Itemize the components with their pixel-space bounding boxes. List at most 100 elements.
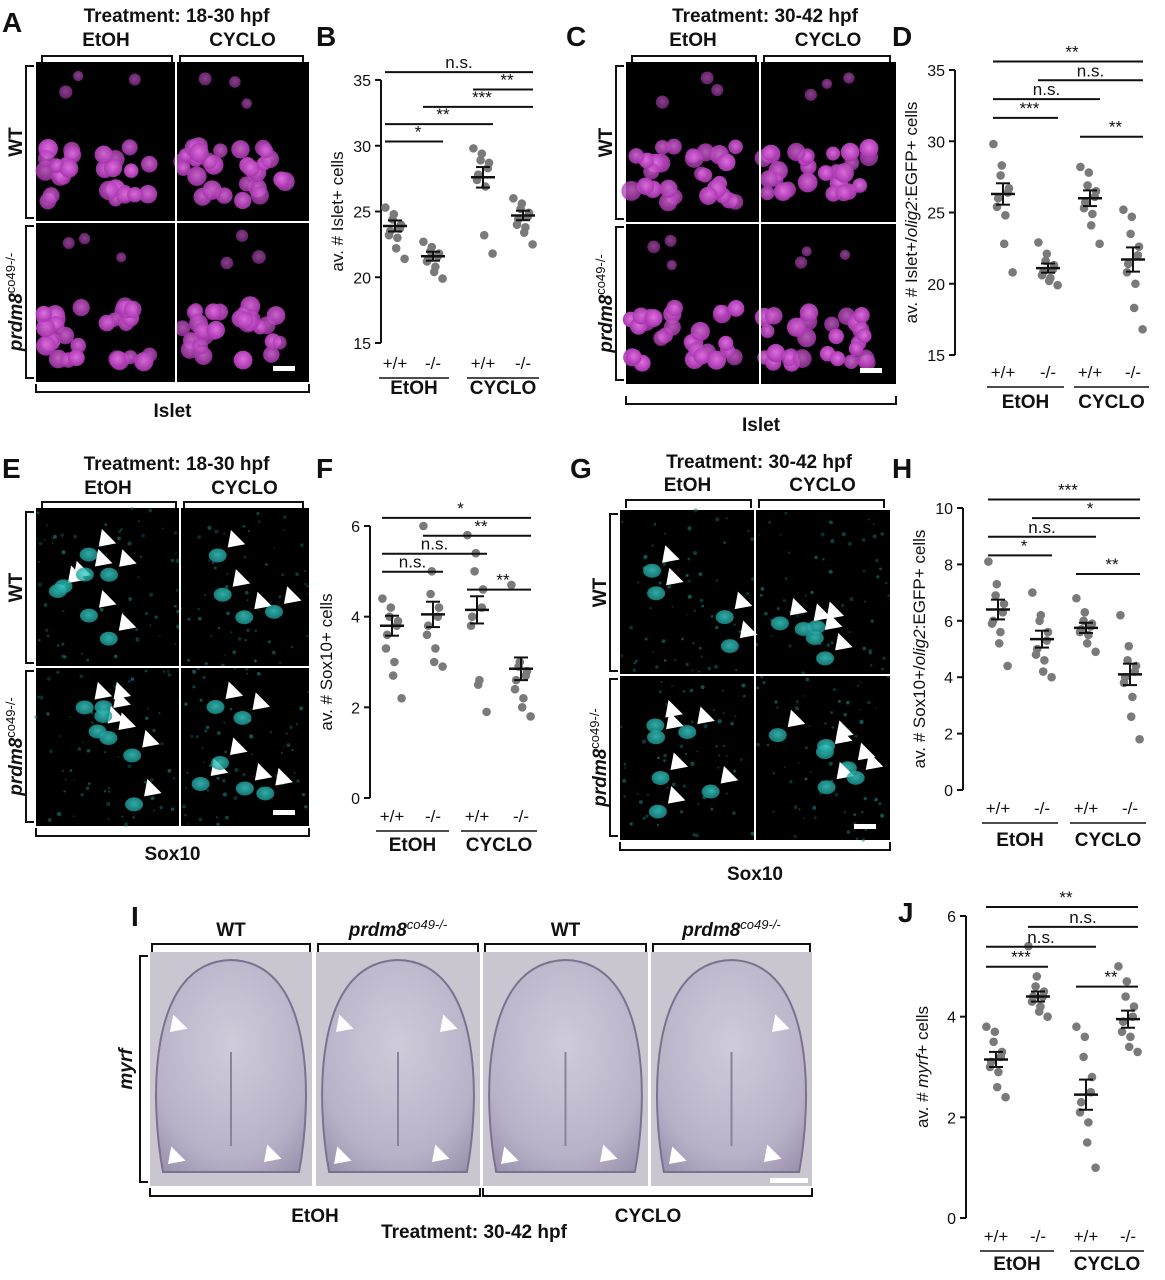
data-point [438,662,447,671]
background-speckle [197,607,200,611]
data-point [994,1067,1003,1077]
data-point [1038,667,1048,676]
data-point [1040,655,1049,665]
arrowhead-icon [336,1014,354,1032]
background-speckle [120,528,123,531]
background-speckle [741,683,746,688]
panel-letter-e: E [2,453,21,484]
background-speckle [830,641,834,645]
row-bracket [25,511,34,664]
background-speckle [847,541,852,546]
background-speckle [723,541,726,544]
data-point [1119,205,1128,214]
y-tick-label: 15 [927,348,945,365]
significance-label: ** [474,517,488,536]
background-speckle [845,700,850,705]
panel-letter-j: J [898,897,914,928]
group-bracket [149,1188,481,1197]
arrowhead-icon [144,778,162,797]
background-speckle [47,817,52,823]
data-point [476,155,485,165]
background-speckle [653,522,657,526]
background-speckle [855,837,859,840]
background-speckle [56,670,60,674]
background-speckle [793,805,798,810]
background-speckle [271,650,276,655]
islet-cell [94,145,113,164]
column-label-cyclo: CYCLO [795,30,862,51]
background-speckle [828,520,832,524]
islet-cell [760,324,775,339]
background-speckle [139,555,143,559]
islet-cell [202,180,222,200]
background-speckle [107,787,111,790]
background-speckle [698,646,702,650]
islet-cell [759,170,778,189]
sox10-cell [770,616,789,631]
background-speckle [715,517,720,522]
background-speckle [699,598,704,603]
background-speckle [621,521,624,523]
x-tick-label: +/+ [991,363,1016,382]
sox10-cell [99,631,118,646]
data-point [482,707,491,717]
data-point [517,703,527,712]
data-point [1126,229,1135,239]
significance-label: * [1087,499,1094,518]
arrowhead-icon [334,1146,352,1164]
sox10-cell [768,728,787,743]
islet-cell [78,233,91,245]
background-speckle [756,743,760,747]
stain-label: Islet [153,401,192,422]
column-bracket [183,501,304,510]
background-speckle [869,652,872,655]
background-speckle [145,611,149,615]
background-speckle [127,764,132,769]
group-label-cyclo: CYCLO [1074,1254,1141,1275]
column-bracket [625,499,752,508]
row-bracket [609,678,618,837]
data-point [1076,1097,1086,1107]
background-speckle [222,792,227,797]
background-speckle [197,535,201,540]
column-label-etoh: EtOH [84,478,132,499]
background-speckle [789,780,793,784]
background-speckle [301,792,306,797]
background-speckle [117,756,120,758]
stain-label: Sox10 [145,844,201,865]
data-point [381,203,390,212]
background-speckle [248,734,254,739]
islet-cell [711,83,724,97]
column-label-cyclo: CYCLO [789,475,856,496]
background-speckle [108,790,111,793]
background-speckle [202,675,206,680]
data-point [429,657,439,667]
x-tick-label: -/- [425,807,441,826]
background-speckle [214,529,219,534]
background-speckle [63,790,66,793]
background-speckle [623,795,626,798]
arrowhead-icon [501,1146,519,1164]
background-speckle [44,628,49,633]
background-speckle [62,609,65,613]
background-speckle [652,651,654,654]
background-speckle [663,658,667,662]
background-speckle [173,531,178,535]
arrowhead-icon [98,529,117,547]
background-speckle [691,642,695,645]
islet-cell [621,180,642,201]
background-speckle [732,811,736,815]
arrowhead-icon [697,706,715,725]
arrowhead-icon [283,586,302,604]
sox10-cell [647,586,666,601]
arrowhead-icon [440,1014,458,1032]
background-speckle [750,831,755,836]
background-speckle [795,706,799,711]
data-point [381,644,391,653]
background-speckle [167,769,172,773]
background-speckle [872,523,875,526]
background-speckle [167,673,172,677]
background-speckle [72,815,75,818]
significance-label: ** [1065,42,1079,61]
background-speckle [264,562,268,567]
